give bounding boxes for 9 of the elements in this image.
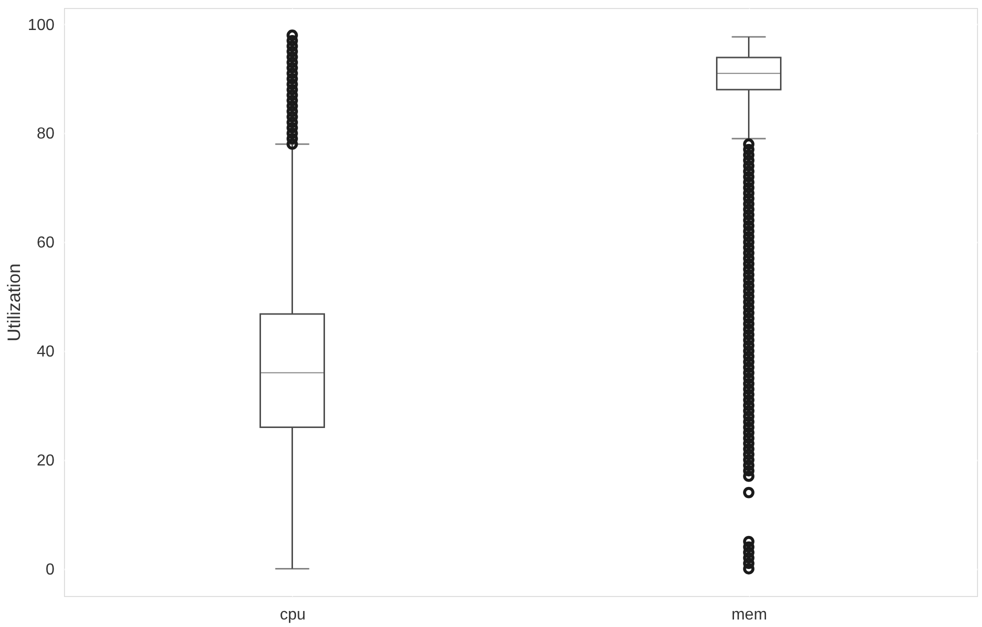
y-tick-label: 60 xyxy=(36,234,55,252)
y-tick-label: 0 xyxy=(46,561,55,578)
x-tick-label: mem xyxy=(731,606,768,624)
y-tick-label: 20 xyxy=(36,452,55,470)
y-tick-label: 80 xyxy=(36,126,55,143)
x-tick-label: cpu xyxy=(280,606,306,624)
y-axis-title: Utilization xyxy=(4,263,24,342)
y-tick-label: 100 xyxy=(28,16,55,34)
y-tick-label: 40 xyxy=(36,344,55,360)
